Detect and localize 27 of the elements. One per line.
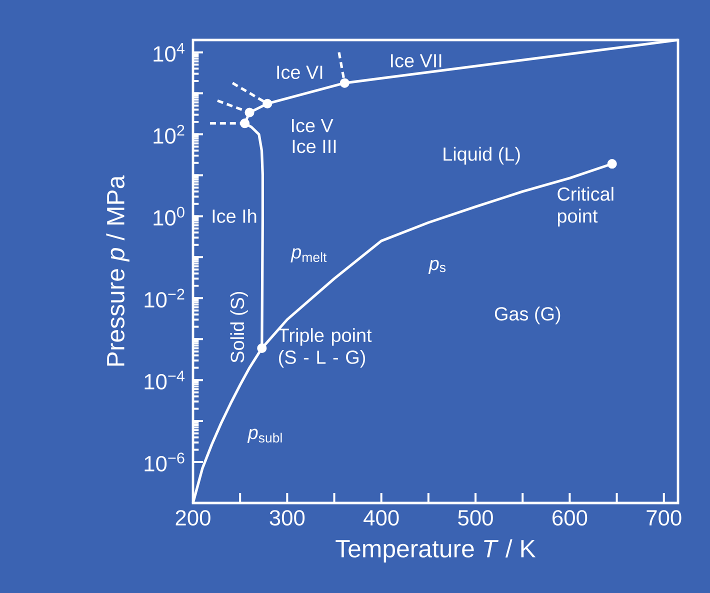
x-tick-label: 400 — [364, 510, 399, 526]
annotation: Ice VII — [391, 54, 442, 68]
annotation: Ice III — [292, 140, 336, 154]
annotation: Triple point (S - L - G) — [278, 328, 372, 368]
annotation: p$_{melt}$ — [290, 248, 327, 262]
x-tick-label: 700 — [646, 510, 682, 526]
x-tick-label: 600 — [552, 510, 588, 526]
y-tick-label: 10$^{−2}$ — [144, 288, 184, 308]
x-tick-label: 500 — [458, 510, 493, 526]
annotation: Critical point — [558, 186, 614, 226]
y-tick-label: 10$^{2}$ — [154, 124, 184, 144]
annotation: Ice V — [292, 119, 334, 132]
annotation: Ice Ih — [212, 208, 256, 223]
y-tick-label: 10$^{4}$ — [154, 42, 185, 62]
y-axis-title: Pressure p / MPa — [106, 175, 130, 366]
x-tick-label: 300 — [270, 510, 305, 526]
y-tick-label: 10$^{0}$ — [154, 206, 184, 226]
annotation: Ice VI — [277, 66, 322, 80]
x-tick-label: 200 — [176, 510, 210, 526]
annotation: Liquid (L) — [444, 146, 520, 165]
x-axis-title: Temperature T / K — [336, 539, 536, 562]
annotation: Gas (G) — [494, 306, 560, 324]
annotation: p$_{subl}$ — [247, 428, 282, 443]
y-tick-label: 10$^{−4}$ — [144, 370, 185, 390]
annotation: p$_{s}$ — [428, 260, 446, 274]
annotation: Solid (S) — [230, 292, 248, 362]
y-tick-label: 10$^{−6}$ — [144, 452, 184, 472]
